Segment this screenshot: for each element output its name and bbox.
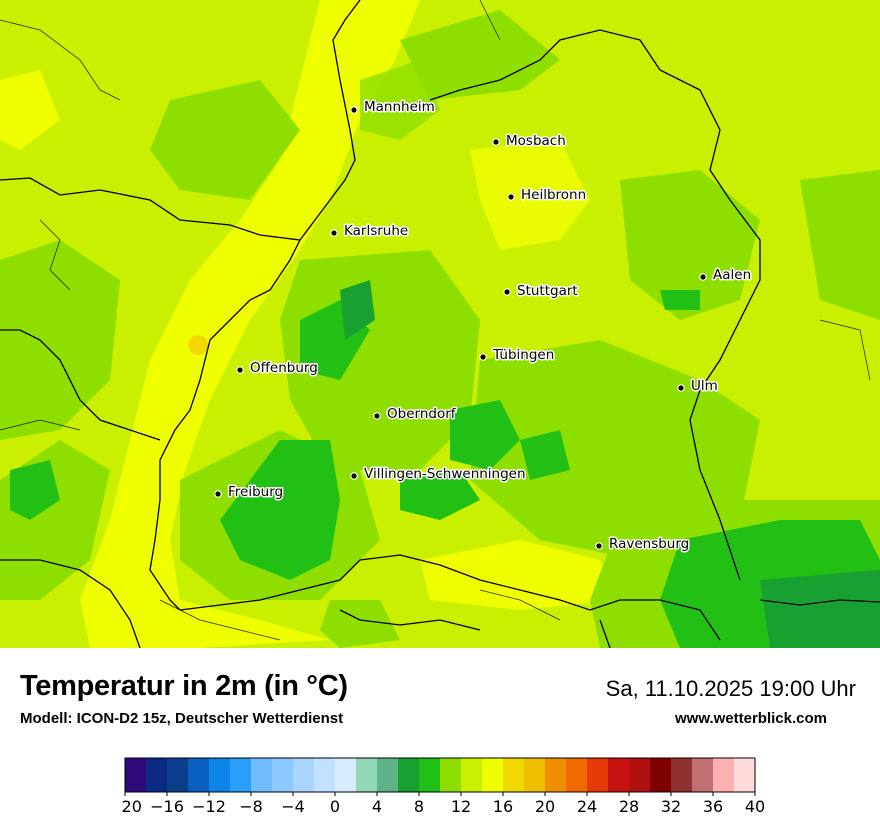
city-label: Offenburg [250, 360, 318, 376]
legend-label: −20 [120, 797, 142, 816]
city-label: Tübingen [492, 347, 554, 363]
city-label: Heilbronn [521, 187, 586, 203]
legend-label: 28 [619, 797, 639, 816]
city-dot-mosbach [492, 138, 500, 146]
legend-swatch [293, 758, 315, 792]
model-info: Modell: ICON-D2 15z, Deutscher Wetterdie… [20, 710, 344, 727]
legend-label: 24 [577, 797, 597, 816]
city-dot-mannheim [350, 106, 358, 114]
legend-label: 0 [330, 797, 340, 816]
legend-swatch [566, 758, 588, 792]
legend-label: 36 [703, 797, 723, 816]
city-label: Oberndorf [387, 406, 457, 422]
legend-swatch [461, 758, 483, 792]
city-dot-offenburg [236, 366, 244, 374]
city-dot-aalen [699, 273, 707, 281]
city-dot-oberndorf [373, 412, 381, 420]
city-label: Stuttgart [517, 283, 578, 299]
city-dot-stuttgart [503, 288, 511, 296]
legend-swatch [545, 758, 567, 792]
city-label: Freiburg [228, 484, 283, 500]
city-dot-villingen [350, 472, 358, 480]
legend-label: −8 [239, 797, 263, 816]
map-title: Temperatur in 2m (in °C) [20, 670, 348, 702]
legend-swatch [629, 758, 651, 792]
legend-label: 20 [535, 797, 555, 816]
legend-swatch [692, 758, 714, 792]
legend-label: 16 [493, 797, 513, 816]
footer: Temperatur in 2m (in °C) Modell: ICON-D2… [0, 648, 880, 830]
legend-label: 40 [745, 797, 765, 816]
legend-swatch [230, 758, 252, 792]
legend-label: −16 [150, 797, 184, 816]
city-dot-karlsruhe [330, 229, 338, 237]
city-label: Karlsruhe [344, 223, 408, 239]
legend-swatch [251, 758, 273, 792]
legend-swatch [440, 758, 462, 792]
legend-swatch [503, 758, 525, 792]
legend-swatch [356, 758, 378, 792]
legend-swatch [482, 758, 504, 792]
city-label: Mannheim [364, 99, 435, 115]
city-label: Mosbach [506, 133, 566, 149]
city-label: Aalen [713, 267, 751, 283]
legend-swatch [608, 758, 630, 792]
legend-swatch [671, 758, 693, 792]
legend-canvas: −20 −16 −12 −8 −4 0 4 8 12 16 20 24 28 32 36 40 [108, 757, 765, 816]
legend-swatch [272, 758, 294, 792]
legend-label: −4 [281, 797, 305, 816]
legend-swatch [398, 758, 420, 792]
city-dot-heilbronn [507, 193, 515, 201]
legend-swatch [713, 758, 735, 792]
legend-label: 4 [372, 797, 382, 816]
legend-label: 8 [414, 797, 424, 816]
legend-swatch [335, 758, 357, 792]
city-label: Ravensburg [609, 536, 689, 552]
legend-swatch [314, 758, 336, 792]
legend-swatch [419, 758, 441, 792]
legend-swatch [125, 758, 147, 792]
legend-swatch [524, 758, 546, 792]
legend-swatch [587, 758, 609, 792]
forecast-datetime: Sa, 11.10.2025 19:00 Uhr [605, 676, 856, 701]
legend-frame [124, 757, 756, 793]
legend-label: −12 [192, 797, 226, 816]
legend-swatch [734, 758, 756, 792]
city-label: Ulm [691, 378, 718, 394]
city-dot-freiburg [214, 490, 222, 498]
color-legend: −20 −16 −12 −8 −4 0 4 8 12 16 20 24 28 32 36 40 [108, 752, 770, 827]
legend-swatch [209, 758, 231, 792]
city-dot-ulm [677, 384, 685, 392]
city-dot-tuebingen [479, 353, 487, 361]
legend-swatch [650, 758, 672, 792]
temperature-map: Mannheim Mosbach Heilbronn Karlsruhe Aal… [0, 0, 880, 648]
map-canvas: Mannheim Mosbach Heilbronn Karlsruhe Aal… [0, 0, 880, 648]
legend-label: 12 [451, 797, 471, 816]
website-link: www.wetterblick.com [675, 710, 827, 727]
legend-swatch [146, 758, 168, 792]
legend-label: 32 [661, 797, 681, 816]
city-dot-ravensburg [595, 542, 603, 550]
legend-swatch [377, 758, 399, 792]
legend-swatch [167, 758, 189, 792]
city-label: Villingen-Schwenningen [364, 466, 526, 482]
legend-swatch [188, 758, 210, 792]
